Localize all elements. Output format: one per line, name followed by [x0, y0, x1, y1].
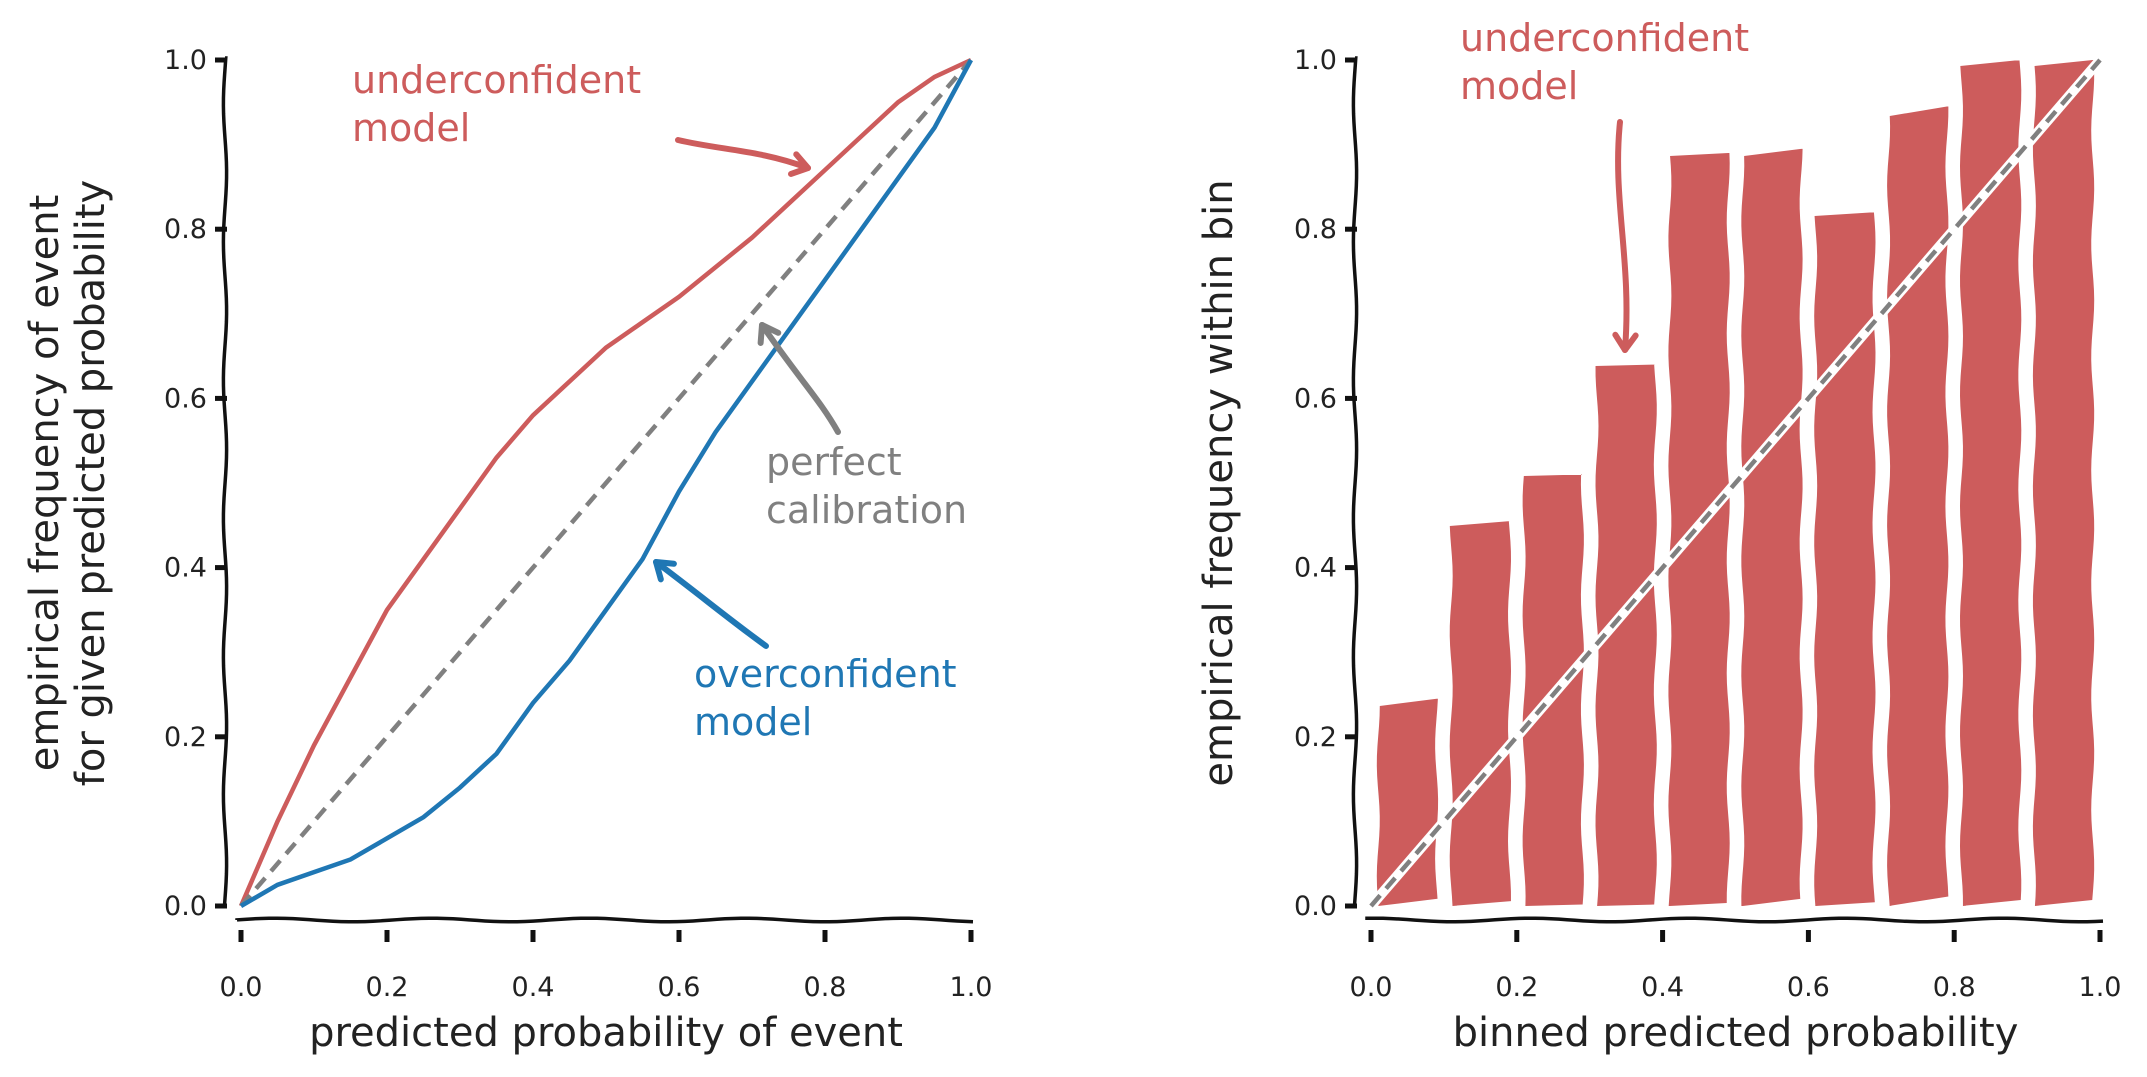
y-tick-label: 0.6 — [164, 383, 207, 414]
annotation: underconfident model — [1460, 16, 1749, 108]
x-axis-spine — [1365, 916, 2104, 924]
y-tick-label: 0.4 — [1294, 553, 1337, 584]
x-tick-label: 0.2 — [366, 972, 409, 1003]
annotation-line: model — [352, 106, 470, 150]
y-tick-label: 0.4 — [164, 553, 207, 584]
bar — [1376, 698, 1439, 906]
arrow — [1615, 119, 1630, 353]
x-tick-label: 0.4 — [1641, 972, 1684, 1003]
series-line-overconfident-model — [239, 58, 973, 908]
y-axis-label: for given predicted probability — [68, 180, 114, 786]
arrow — [675, 137, 811, 171]
arrow-head — [788, 151, 811, 177]
y-tick-label: 0.8 — [164, 214, 207, 245]
x-tick-label: 0.0 — [220, 972, 263, 1003]
bar — [1959, 60, 2022, 906]
annotation-line: underconfident — [1460, 16, 1749, 60]
x-tick-label: 0.8 — [804, 972, 847, 1003]
bar — [1814, 212, 1876, 906]
series-line-underconfident-model — [238, 57, 972, 907]
x-tick-label: 1.0 — [2079, 972, 2122, 1003]
annotation-line: model — [694, 700, 812, 744]
perfect-calibration-line — [1369, 58, 2102, 908]
y-tick-label: 1.0 — [164, 45, 207, 76]
annotation-line: overconfident — [694, 652, 957, 696]
bar — [1449, 521, 1512, 906]
y-tick-label: 0.6 — [1294, 383, 1337, 414]
x-tick-label: 1.0 — [950, 972, 993, 1003]
y-axis-label: empirical frequency within bin — [1196, 179, 1242, 786]
arrow — [653, 559, 769, 649]
x-axis-label: binned predicted probability — [1453, 1010, 2019, 1056]
annotation: underconfident model — [352, 58, 641, 150]
bar — [1595, 364, 1657, 906]
y-tick-label: 0.8 — [1294, 214, 1337, 245]
x-tick-label: 0.8 — [1933, 972, 1976, 1003]
x-tick-label: 0.4 — [512, 972, 555, 1003]
arrow — [759, 322, 841, 435]
annotation-line: model — [1460, 64, 1578, 108]
y-axis-spine — [221, 56, 229, 907]
axes-1: 0.0 0.2 0.4 0.6 0.8 1.0 0.0 0.2 0.4 0.6 0.8 1.0 pred… — [22, 45, 992, 1056]
y-tick-label: 0.2 — [1294, 722, 1337, 753]
annotation-line: calibration — [766, 488, 967, 532]
x-axis-spine — [235, 916, 974, 924]
bar — [1887, 106, 1949, 906]
annotation-line: perfect — [766, 440, 902, 484]
bar — [2032, 60, 2095, 906]
annotation: perfect calibration — [766, 440, 967, 532]
x-tick-label: 0.6 — [1787, 972, 1830, 1003]
annotation: overconfident model — [694, 652, 957, 744]
arrow-head — [653, 559, 677, 583]
arrow-head — [1612, 331, 1639, 353]
y-axis-label: empirical frequency of event — [22, 195, 68, 772]
x-tick-label: 0.2 — [1495, 972, 1538, 1003]
y-tick-label: 0.0 — [1294, 891, 1337, 922]
bar — [1741, 148, 1803, 906]
y-tick-label: 1.0 — [1294, 45, 1337, 76]
y-tick-label: 0.2 — [164, 722, 207, 753]
x-tick-label: 0.6 — [658, 972, 701, 1003]
annotation-line: underconfident — [352, 58, 641, 102]
series-line-perfect-calibration — [239, 58, 973, 908]
y-axis-spine — [1351, 56, 1359, 907]
arrow-head — [757, 322, 782, 346]
x-axis-label: predicted probability of event — [309, 1010, 903, 1056]
y-tick-label: 0.0 — [164, 891, 207, 922]
axes-2: 0.0 0.2 0.4 0.6 0.8 1.0 0.0 0.2 0.4 0.6 0.8 1.0 binn… — [1196, 16, 2121, 1056]
x-tick-label: 0.0 — [1350, 972, 1393, 1003]
